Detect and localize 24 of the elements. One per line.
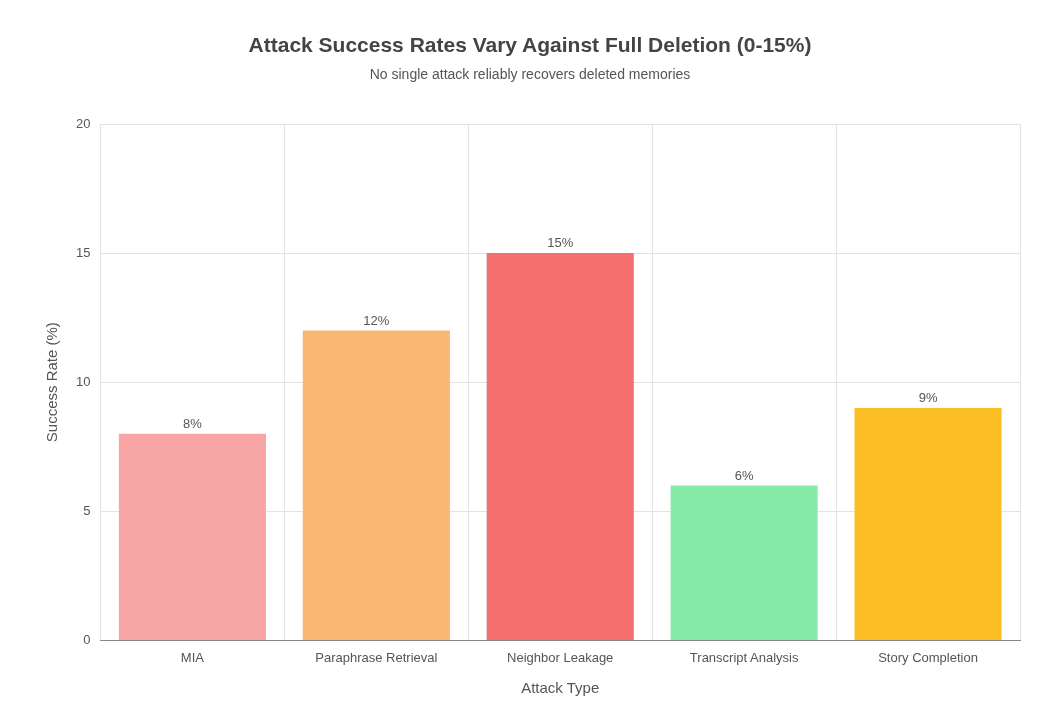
data-label: 8% bbox=[183, 415, 203, 431]
chart-title: Attack Success Rates Vary Against Full Deletion (0-15%) bbox=[248, 33, 812, 57]
x-tick-label: Story Completion bbox=[878, 649, 978, 665]
chart-subtitle: No single attack reliably recovers deleted memories bbox=[369, 66, 691, 83]
x-axis-title: Attack Type bbox=[521, 679, 600, 697]
bar bbox=[670, 485, 818, 640]
y-tick-label: 15 bbox=[75, 244, 91, 260]
bar bbox=[118, 433, 266, 640]
y-tick-label: 20 bbox=[75, 115, 91, 131]
y-axis-title: Success Rate (%) bbox=[43, 322, 61, 443]
data-label: 15% bbox=[547, 235, 574, 251]
x-tick-label: Neighbor Leakage bbox=[507, 649, 614, 665]
bar bbox=[854, 408, 1002, 640]
y-tick-label: 10 bbox=[75, 373, 91, 389]
bar bbox=[486, 253, 634, 640]
data-label: 6% bbox=[734, 467, 754, 483]
data-label: 9% bbox=[918, 390, 938, 406]
y-tick-label: 0 bbox=[83, 631, 91, 647]
x-tick-label: Paraphrase Retrieval bbox=[315, 649, 438, 665]
bar bbox=[302, 330, 450, 640]
x-tick-label: MIA bbox=[180, 649, 205, 665]
x-tick-label: Transcript Analysis bbox=[689, 649, 799, 665]
data-label: 12% bbox=[363, 312, 390, 328]
y-tick-label: 5 bbox=[83, 502, 91, 518]
